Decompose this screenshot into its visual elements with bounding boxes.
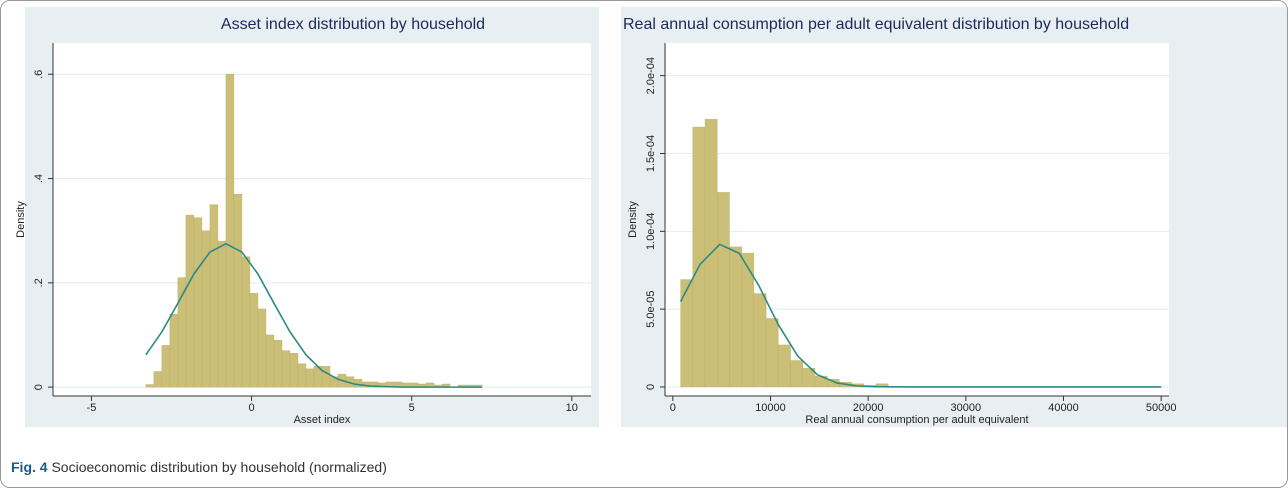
bar	[225, 74, 235, 388]
x-tick-label: 0	[248, 402, 254, 414]
bar	[217, 240, 227, 388]
bar	[753, 293, 767, 388]
caption-label: Fig. 4	[11, 459, 48, 475]
bar	[692, 126, 706, 388]
bar	[193, 217, 203, 388]
bar	[353, 379, 363, 388]
bar	[209, 204, 219, 388]
y-tick-label: 1.5e-04	[645, 135, 657, 172]
bar	[169, 313, 179, 388]
x-tick-label: 0	[670, 402, 676, 414]
x-tick-label: 10	[566, 402, 578, 414]
bar	[321, 366, 331, 388]
y-tick-label: 5.0e-05	[645, 290, 657, 327]
bar	[241, 256, 251, 388]
y-tick-label: .4	[33, 174, 45, 183]
x-tick-label: 50000	[1146, 402, 1177, 414]
chart: Asset index distribution by household 0 .2…	[15, 7, 1287, 427]
y-axis-title: Density	[627, 201, 639, 238]
x-tick-label: 5	[409, 402, 415, 414]
bar	[765, 318, 779, 388]
x-tick-label: 20000	[853, 402, 884, 414]
density-curve	[145, 242, 483, 388]
bar	[257, 308, 267, 388]
y-axis-title: Density	[15, 201, 27, 238]
bar	[305, 368, 315, 388]
plot-area	[53, 43, 591, 396]
x-tick-label: 40000	[1048, 402, 1079, 414]
x-tick-label: 30000	[951, 402, 982, 414]
bar	[161, 345, 171, 388]
y-tick-label: 0	[33, 384, 45, 390]
bar	[778, 344, 791, 388]
y-tick-label: 1.0e-04	[645, 213, 657, 250]
bar	[297, 363, 307, 388]
chart-title: Real annual consumption per adult equiva…	[623, 16, 1129, 33]
y-tick-label: .6	[33, 70, 45, 79]
bar	[729, 246, 742, 388]
y-tick-label: 2.0e-04	[645, 57, 657, 94]
chart-title: Asset index distribution by household	[221, 16, 485, 33]
bar	[265, 334, 275, 388]
caption-text: Socioeconomic distribution by household …	[51, 459, 387, 475]
bar	[289, 353, 299, 388]
x-tick-label: -5	[87, 402, 97, 414]
bar	[249, 293, 259, 388]
bar	[790, 360, 803, 388]
bar	[185, 214, 195, 388]
bar	[233, 194, 243, 388]
y-tick-label: .2	[33, 278, 45, 287]
bar	[153, 371, 163, 388]
bar	[273, 340, 283, 388]
bar	[177, 277, 187, 388]
bar	[281, 350, 291, 388]
caption: Fig. 4 Socioeconomic distribution by hou…	[11, 459, 387, 475]
y-tick-label: 0	[645, 384, 657, 390]
bar	[717, 192, 730, 388]
bar	[680, 279, 694, 388]
density-curve	[679, 243, 1162, 388]
bar	[145, 384, 155, 388]
x-axis-title: Real annual consumption per adult equiva…	[805, 414, 1028, 426]
x-axis-title: Asset index	[294, 414, 351, 426]
x-tick-label: 10000	[755, 402, 786, 414]
